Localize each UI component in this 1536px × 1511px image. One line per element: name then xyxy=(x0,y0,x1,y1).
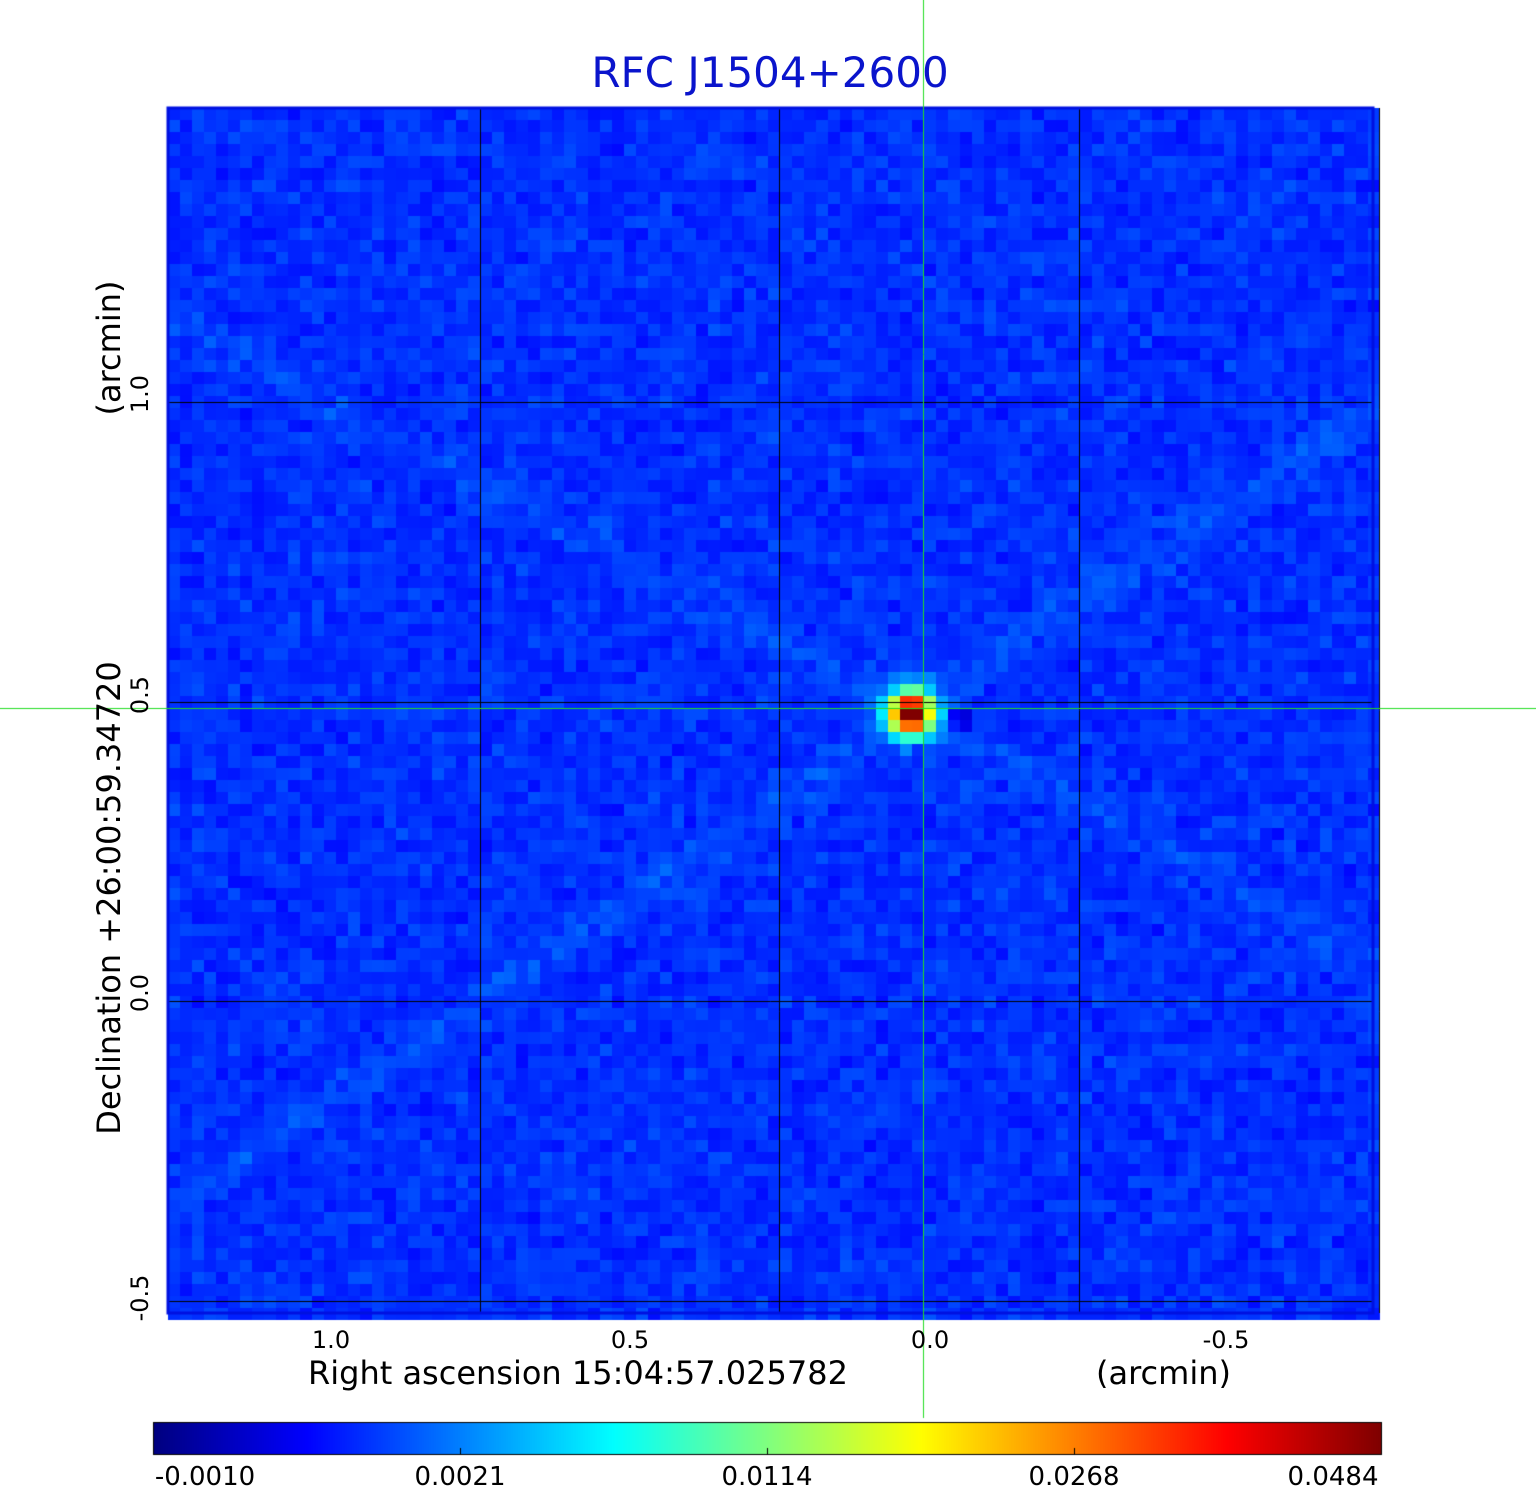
colorbar-tick-label: 0.0484 xyxy=(1287,1462,1379,1492)
y-tick-label: -0.5 xyxy=(126,1274,154,1322)
x-tick-label: 0.0 xyxy=(910,1326,950,1354)
colorbar-tick-label: 0.0114 xyxy=(721,1462,813,1492)
x-tick-label: 0.5 xyxy=(610,1326,650,1354)
colorbar-tick-label: -0.0010 xyxy=(154,1462,256,1492)
x-tick-label: 1.0 xyxy=(311,1326,351,1354)
colorbar-tick-label: 0.0021 xyxy=(414,1462,506,1492)
y-tick-label: 0.5 xyxy=(126,675,154,715)
y-axis-unit: (arcmin) xyxy=(90,280,128,416)
chart-title: RFC J1504+2600 xyxy=(591,48,949,97)
x-axis-unit: (arcmin) xyxy=(1096,1354,1231,1392)
y-axis-label: Declination +26:00:59.34720 xyxy=(90,661,128,1135)
x-tick-label: -0.5 xyxy=(1202,1326,1250,1354)
x-axis-label: Right ascension 15:04:57.025782 xyxy=(308,1354,848,1392)
y-tick-label: 0.0 xyxy=(126,973,154,1013)
y-tick-label: 1.0 xyxy=(126,374,154,414)
colorbar-tick-label: 0.0268 xyxy=(1028,1462,1120,1492)
